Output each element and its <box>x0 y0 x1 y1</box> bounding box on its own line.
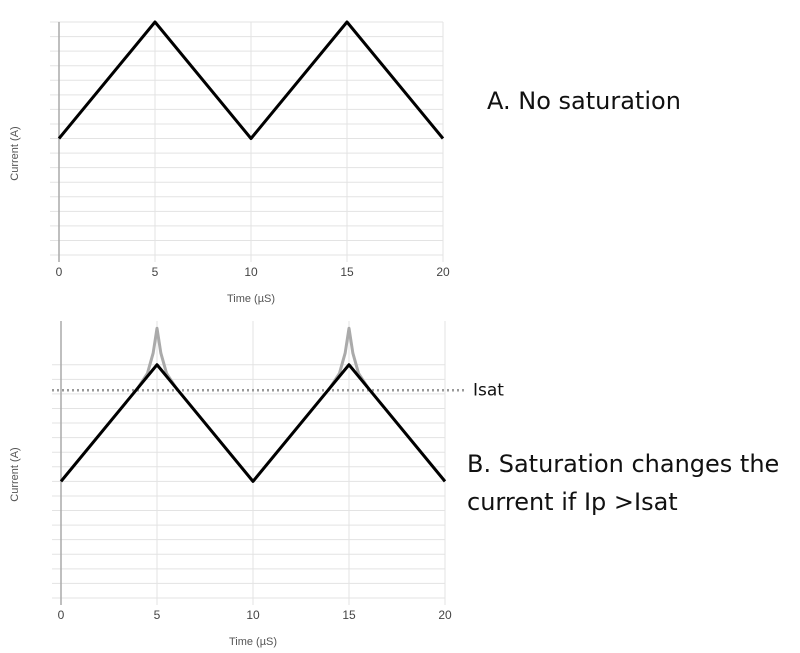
y-axis-title: Current (A) <box>9 447 21 501</box>
x-tick-label: 15 <box>340 265 354 279</box>
x-axis-title: Time (µS) <box>227 293 275 305</box>
y-axis-title: Current (A) <box>9 126 21 180</box>
series-line <box>134 326 372 392</box>
x-tick-label: 0 <box>56 265 63 279</box>
x-tick-label: 20 <box>436 265 450 279</box>
x-tick-label: 5 <box>152 265 159 279</box>
annotation: A. No saturation <box>487 87 681 115</box>
x-tick-label: 5 <box>154 608 161 622</box>
threshold-label: Isat <box>473 380 504 400</box>
x-tick-label: 10 <box>244 265 258 279</box>
series-line <box>59 363 447 483</box>
annotation: B. Saturation changes the <box>467 450 779 478</box>
x-tick-label: 15 <box>342 608 356 622</box>
series-line <box>57 20 445 140</box>
x-tick-label: 10 <box>246 608 260 622</box>
annotation: current if Ip >Isat <box>467 488 678 516</box>
x-axis-title: Time (µS) <box>229 636 277 648</box>
x-tick-label: 0 <box>58 608 65 622</box>
x-tick-label: 20 <box>438 608 452 622</box>
